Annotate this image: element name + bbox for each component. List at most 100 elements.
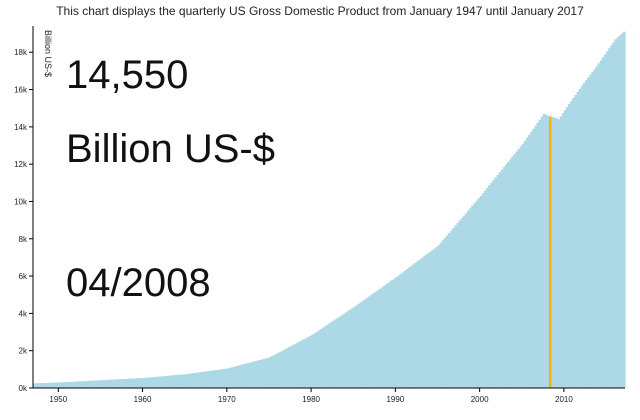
gdp-quarter-bar[interactable] xyxy=(536,122,540,388)
gdp-quarter-bar[interactable] xyxy=(91,380,95,388)
gdp-quarter-bar[interactable] xyxy=(475,200,479,388)
gdp-quarter-bar[interactable] xyxy=(51,382,55,388)
gdp-quarter-bar[interactable] xyxy=(283,349,287,388)
gdp-quarter-bar[interactable] xyxy=(45,382,49,388)
gdp-quarter-bar[interactable] xyxy=(544,114,548,389)
gdp-quarter-bar[interactable] xyxy=(589,74,592,388)
gdp-quarter-bar[interactable] xyxy=(106,379,110,388)
gdp-quarter-bar[interactable] xyxy=(334,319,337,388)
gdp-quarter-bar[interactable] xyxy=(150,377,154,388)
gdp-quarter-bar[interactable] xyxy=(134,378,137,388)
gdp-quarter-bar[interactable] xyxy=(555,118,559,388)
gdp-quarter-bar[interactable] xyxy=(346,311,350,388)
gdp-quarter-bar[interactable] xyxy=(397,275,401,388)
gdp-quarter-bar[interactable] xyxy=(41,383,45,388)
gdp-quarter-bar[interactable] xyxy=(355,305,359,388)
gdp-quarter-bar[interactable] xyxy=(469,208,472,388)
gdp-quarter-bar[interactable] xyxy=(426,253,430,388)
gdp-quarter-bar[interactable] xyxy=(498,172,502,388)
gdp-quarter-bar[interactable] xyxy=(33,383,36,388)
gdp-quarter-bar[interactable] xyxy=(601,57,605,388)
gdp-quarter-bar[interactable] xyxy=(521,143,525,388)
gdp-quarter-bar[interactable] xyxy=(182,374,186,388)
gdp-quarter-bar[interactable] xyxy=(327,323,331,388)
gdp-quarter-bar[interactable] xyxy=(148,377,152,388)
gdp-quarter-bar[interactable] xyxy=(153,376,156,388)
gdp-quarter-bar[interactable] xyxy=(359,302,363,388)
gdp-quarter-bar[interactable] xyxy=(481,193,485,388)
gdp-quarter-bar[interactable] xyxy=(578,88,582,388)
gdp-quarter-bar[interactable] xyxy=(49,382,53,388)
gdp-quarter-bar[interactable] xyxy=(515,151,519,388)
gdp-quarter-bar[interactable] xyxy=(125,378,129,388)
gdp-quarter-bar[interactable] xyxy=(357,303,361,388)
gdp-quarter-bar[interactable] xyxy=(54,382,57,388)
gdp-quarter-bar[interactable] xyxy=(606,51,609,388)
gdp-quarter-bar[interactable] xyxy=(540,116,544,388)
gdp-quarter-bar[interactable] xyxy=(576,91,580,388)
gdp-quarter-bar[interactable] xyxy=(574,94,578,389)
gdp-quarter-bar[interactable] xyxy=(479,195,483,388)
gdp-quarter-bar[interactable] xyxy=(483,190,487,388)
gdp-quarter-bar[interactable] xyxy=(193,373,196,388)
gdp-quarter-bar[interactable] xyxy=(245,363,249,388)
gdp-quarter-bar[interactable] xyxy=(595,66,599,389)
gdp-quarter-bar[interactable] xyxy=(247,362,251,388)
gdp-quarter-bar[interactable] xyxy=(228,367,232,388)
gdp-quarter-bar[interactable] xyxy=(433,248,436,388)
gdp-quarter-bar[interactable] xyxy=(401,272,405,388)
gdp-quarter-bar[interactable] xyxy=(507,161,510,388)
gdp-quarter-bar[interactable] xyxy=(570,100,573,388)
gdp-quarter-bar[interactable] xyxy=(311,334,314,388)
gdp-quarter-bar[interactable] xyxy=(62,382,66,388)
gdp-quarter-bar[interactable] xyxy=(477,198,481,388)
gdp-quarter-bar[interactable] xyxy=(395,277,399,388)
gdp-quarter-bar[interactable] xyxy=(176,374,179,388)
gdp-quarter-bar[interactable] xyxy=(502,167,506,388)
gdp-quarter-bar[interactable] xyxy=(593,69,597,388)
gdp-quarter-bar[interactable] xyxy=(237,365,241,388)
gdp-quarter-bar[interactable] xyxy=(424,254,428,388)
gdp-quarter-bar[interactable] xyxy=(254,361,257,388)
gdp-quarter-bar[interactable] xyxy=(403,270,407,388)
gdp-quarter-bar[interactable] xyxy=(205,371,209,388)
gdp-quarter-bar[interactable] xyxy=(113,379,116,388)
gdp-quarter-bar[interactable] xyxy=(462,215,466,388)
gdp-quarter-bar[interactable] xyxy=(445,235,449,388)
gdp-quarter-bar[interactable] xyxy=(79,381,83,388)
gdp-quarter-bar[interactable] xyxy=(262,358,266,388)
gdp-quarter-bar[interactable] xyxy=(226,368,230,388)
gdp-quarter-bar[interactable] xyxy=(422,256,426,388)
gdp-quarter-bar[interactable] xyxy=(374,291,378,388)
gdp-quarter-bar[interactable] xyxy=(471,205,474,388)
gdp-quarter-bar[interactable] xyxy=(123,378,127,388)
gdp-quarter-bar[interactable] xyxy=(68,381,72,388)
gdp-quarter-bar[interactable] xyxy=(351,308,354,388)
gdp-quarter-bar[interactable] xyxy=(591,71,594,388)
gdp-quarter-bar[interactable] xyxy=(393,278,396,388)
gdp-quarter-bar[interactable] xyxy=(216,369,219,388)
gdp-quarter-bar[interactable] xyxy=(513,154,517,388)
gdp-quarter-bar[interactable] xyxy=(517,148,521,388)
gdp-quarter-bar[interactable] xyxy=(332,320,335,388)
gdp-quarter-bar[interactable] xyxy=(191,373,194,388)
gdp-quarter-bar[interactable] xyxy=(302,339,306,388)
gdp-quarter-bar[interactable] xyxy=(603,54,607,388)
gdp-quarter-bar[interactable] xyxy=(178,374,182,388)
gdp-quarter-bar[interactable] xyxy=(294,343,297,388)
gdp-quarter-bar[interactable] xyxy=(146,377,150,388)
gdp-quarter-bar[interactable] xyxy=(243,363,247,388)
gdp-quarter-bar[interactable] xyxy=(188,373,192,388)
gdp-quarter-bar[interactable] xyxy=(104,379,108,388)
gdp-quarter-bar[interactable] xyxy=(218,369,222,388)
gdp-quarter-bar[interactable] xyxy=(66,381,70,388)
gdp-quarter-bar[interactable] xyxy=(256,360,260,388)
gdp-quarter-bar[interactable] xyxy=(119,379,123,388)
gdp-quarter-bar[interactable] xyxy=(87,380,91,388)
gdp-quarter-bar[interactable] xyxy=(456,223,460,388)
gdp-quarter-bar[interactable] xyxy=(420,257,424,388)
gdp-quarter-bar[interactable] xyxy=(222,368,226,388)
gdp-quarter-bar[interactable] xyxy=(439,242,443,388)
gdp-quarter-bar[interactable] xyxy=(448,232,451,388)
